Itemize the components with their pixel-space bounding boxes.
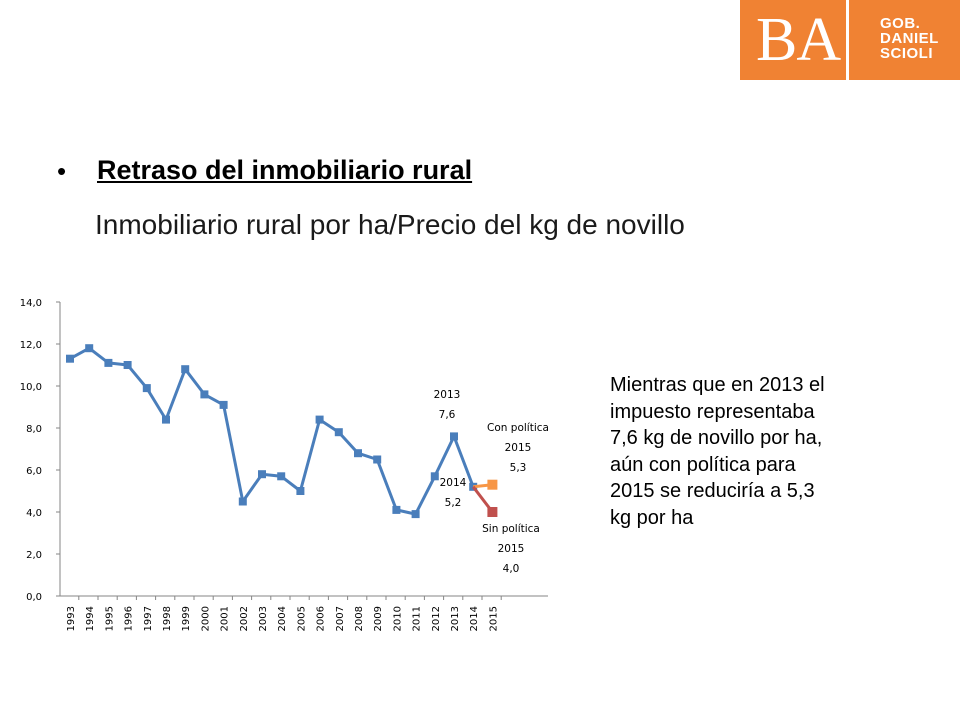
note-line-2: impuesto representaba [610, 400, 815, 423]
y-tick-label: 14,0 [20, 298, 42, 309]
x-tick-label: 2002 [239, 606, 250, 631]
data-label: Con política [487, 422, 549, 434]
data-point [181, 365, 190, 374]
note-line-4: aún con política para [610, 453, 796, 476]
x-tick-label: 1996 [124, 606, 135, 631]
y-tick-label: 6,0 [26, 466, 42, 477]
data-point [219, 400, 228, 409]
logo-text: GOB. DANIEL SCIOLI [880, 16, 939, 61]
line-chart: 0,0 2,0 4,0 6,0 8,0 10,0 12,0 14,0 1993 1994 1995 1… [20, 298, 549, 631]
data-point [66, 354, 74, 363]
data-point [392, 505, 401, 514]
note-line-1: Mientras que en 2013 el [610, 374, 825, 396]
data-point [200, 390, 209, 399]
data-point [487, 507, 498, 517]
data-label: 5,2 [445, 497, 462, 509]
x-tick-label: 1993 [66, 606, 77, 631]
logo-divider [846, 0, 849, 80]
x-tick-label: 2014 [469, 606, 480, 631]
y-tick-label: 2,0 [26, 550, 42, 561]
data-point [123, 361, 132, 369]
slide-subheading: Inmobiliario rural por ha/Precio del kg … [95, 209, 685, 240]
x-tick-label: 2009 [373, 606, 384, 631]
logo-mark: BA [756, 6, 841, 74]
data-label: 5,3 [510, 462, 527, 474]
data-point [277, 472, 286, 481]
note-line-3: 7,6 kg de novillo por ha, [610, 427, 823, 449]
x-tick-label: 1994 [85, 606, 96, 631]
x-tick-label: 1995 [104, 606, 115, 631]
data-point [296, 487, 305, 495]
x-tick-label: 2008 [354, 606, 365, 631]
x-tick-label: 2001 [220, 606, 231, 631]
x-tick-label: 2013 [450, 606, 461, 631]
data-point [354, 449, 362, 458]
data-point [85, 344, 94, 353]
data-point [430, 472, 439, 481]
note-line-5: 2015 se reduciría a 5,3 [610, 480, 815, 502]
data-point [487, 479, 498, 490]
y-tick-label: 4,0 [26, 508, 42, 519]
data-point [238, 497, 247, 506]
series-line-0 [69, 346, 475, 516]
x-tick-label: 2012 [431, 606, 442, 631]
bullet-icon: • [57, 156, 67, 186]
logo-line-2: DANIEL [880, 30, 939, 47]
x-tick-label: 2011 [412, 606, 423, 631]
chart-note: Mientras que en 2013 el impuesto represe… [610, 372, 880, 531]
data-label: 4,0 [503, 563, 520, 575]
data-label: 2015 [498, 543, 525, 555]
data-label: 2015 [505, 442, 532, 454]
slide-heading: Retraso del inmobiliario rural [97, 155, 473, 185]
data-point [450, 432, 458, 441]
x-tick-label: 1999 [181, 606, 192, 631]
x-tick-label: 2015 [488, 606, 499, 631]
data-label: Sin política [482, 523, 540, 535]
y-tick-label: 12,0 [20, 340, 42, 351]
note-line-6: kg por ha [610, 506, 694, 529]
x-tick-label: 1998 [162, 606, 173, 631]
x-tick-label: 2000 [200, 606, 211, 631]
y-tick-label: 8,0 [26, 424, 42, 435]
data-point [411, 510, 420, 519]
data-point [258, 470, 266, 479]
x-tick-label: 2004 [277, 606, 288, 631]
data-point [373, 455, 382, 464]
data-label: 2014 [440, 477, 467, 489]
logo-line-3: SCIOLI [880, 45, 934, 62]
data-label: 7,6 [439, 409, 456, 421]
data-point [315, 415, 324, 424]
data-point [162, 415, 170, 424]
y-tick-label: 10,0 [20, 382, 42, 393]
data-point [142, 384, 151, 393]
data-point [334, 428, 343, 437]
x-tick-label: 2007 [335, 606, 346, 631]
x-tick-label: 2003 [258, 606, 269, 631]
x-tick-label: 2006 [316, 606, 327, 631]
x-tick-label: 2010 [392, 606, 403, 631]
ba-logo: BA GOB. DANIEL SCIOLI [740, 0, 960, 80]
logo-line-1: GOB. [880, 15, 921, 32]
x-tick-label: 2005 [296, 606, 307, 631]
y-tick-label: 0,0 [26, 592, 42, 603]
data-label: 2013 [434, 389, 461, 401]
data-point [104, 358, 113, 367]
x-tick-label: 1997 [143, 606, 154, 631]
